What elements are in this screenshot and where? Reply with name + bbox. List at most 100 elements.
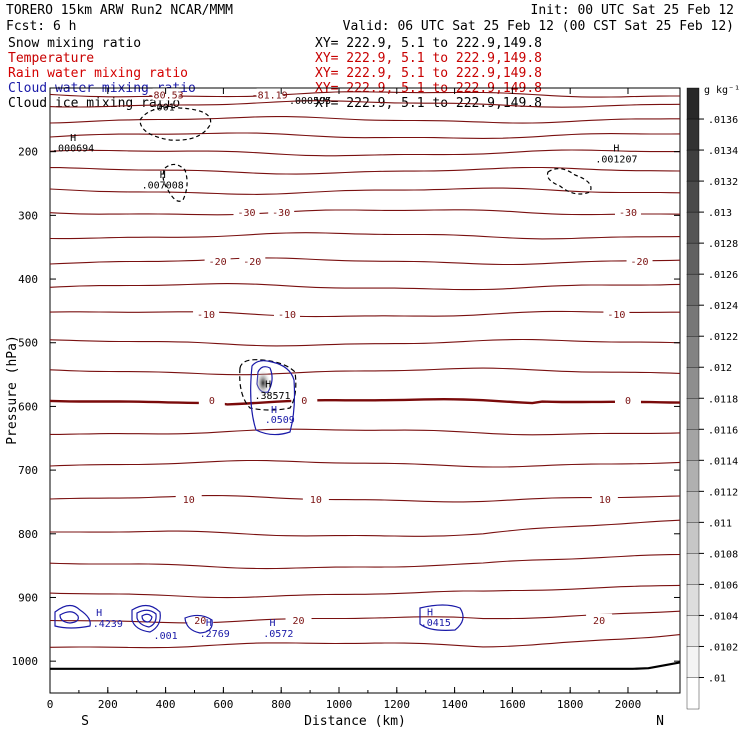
isotherm-label: 10: [599, 495, 611, 506]
legend-label: Rain water mixing ratio: [8, 66, 188, 81]
isotherm-line: [49, 494, 681, 503]
colorbar-tick-label: .0118: [708, 394, 738, 405]
y-tick-label: 300: [18, 209, 38, 222]
y-tick-label: 700: [18, 464, 38, 477]
isotherm-label-bg: [586, 613, 613, 626]
isotherm-label: -20: [631, 257, 649, 268]
isotherm-label: 0: [625, 396, 631, 407]
legend-xy: XY= 222.9, 5.1 to 222.9,149.8: [315, 36, 542, 51]
isotherm-label-bg: [152, 88, 179, 101]
isotherm-line: [49, 310, 680, 318]
y-tick-label: 500: [18, 337, 38, 350]
isotherm-label: -10: [197, 310, 215, 321]
contour-annotation: .2769: [200, 629, 230, 640]
isotherm-label-bg: [302, 492, 329, 505]
colorbar-cell: [686, 429, 700, 462]
contour-annotation: .0509: [265, 415, 295, 426]
isotherm-label-bg: [198, 394, 225, 407]
isotherm-label-bg: [603, 308, 630, 321]
isotherm-label: 20: [593, 616, 605, 627]
colorbar-tick-label: .0122: [708, 332, 738, 343]
plot-frame: [49, 87, 681, 694]
colorbar-cell: [686, 584, 700, 617]
mixing-ratio-contour: [136, 609, 157, 628]
terrain-line: [50, 661, 681, 670]
isotherm-label: -10: [278, 310, 296, 321]
contour-annotation: H: [206, 618, 212, 629]
isotherm-label: 0: [301, 396, 307, 407]
isotherm-label: -30: [237, 208, 255, 219]
south-label: S: [81, 714, 89, 729]
isotherm-label: 10: [183, 495, 195, 506]
colorbar-cell: [686, 646, 700, 679]
isotherm-line: [49, 283, 681, 291]
contour-annotation: .0415: [421, 618, 451, 629]
isotherm-label-bg: [614, 206, 641, 219]
mixing-ratio-contour: [239, 359, 297, 411]
colorbar-tick-label: .0106: [708, 580, 738, 591]
isotherm-label-bg: [204, 255, 231, 268]
isotherm-line: [49, 338, 681, 347]
isotherm-line: [49, 187, 681, 195]
isotherm-label: 20: [194, 616, 206, 627]
y-tick-label: 900: [18, 591, 38, 604]
isotherm-line: [49, 116, 680, 124]
colorbar-tick-label: .0132: [708, 177, 738, 188]
isotherm-line: [50, 519, 681, 537]
x-tick-label: 1400: [441, 698, 468, 711]
mixing-ratio-contour: [184, 614, 213, 634]
colorbar-tick-label: .012: [708, 363, 732, 374]
x-tick-label: 400: [156, 698, 176, 711]
colorbar-cell: [686, 242, 700, 275]
isotherm-label: -81.19: [252, 90, 288, 101]
mixing-ratio-contour: [546, 168, 592, 195]
y-tick-label: 400: [18, 273, 38, 286]
isotherm-label: -10: [607, 310, 625, 321]
isotherm-label-bg: [626, 255, 653, 268]
colorbar-cell: [686, 273, 700, 306]
contour-annotation: H: [96, 608, 102, 619]
contour-annotation: .000595: [289, 96, 331, 107]
contour-annotation: H: [160, 170, 166, 181]
isotherm-line: [49, 257, 681, 266]
isotherm-line: [50, 428, 681, 436]
mixing-ratio-contour: [250, 360, 296, 436]
contour-annotation: H: [613, 144, 619, 155]
colorbar-tick-label: .0136: [708, 115, 738, 126]
colorbar-tick-label: .0128: [708, 239, 738, 250]
mixing-ratio-contour: [419, 604, 464, 631]
colorbar-tick-label: .0124: [708, 301, 738, 312]
x-tick-label: 1600: [499, 698, 526, 711]
colorbar-cell: [686, 87, 700, 120]
colorbar-tick-label: .013: [708, 208, 732, 219]
colorbar-cell: [686, 491, 700, 524]
colorbar-tick-label: .0102: [708, 642, 738, 653]
isotherm-label-bg: [193, 308, 220, 321]
x-tick-label: 1800: [557, 698, 584, 711]
mixing-ratio-contour: [54, 604, 91, 629]
isotherm-label-bg: [591, 492, 618, 505]
mixing-ratio-contours: [54, 106, 592, 634]
contour-annotation: .38571: [254, 391, 290, 402]
colorbar-cell: [686, 398, 700, 430]
contour-annotation: .001: [151, 102, 175, 113]
mixing-ratio-contour: [162, 163, 188, 202]
isotherm-label-bg: [273, 308, 300, 321]
colorbar-cell: [686, 304, 700, 337]
isotherm-label-bg: [239, 255, 266, 268]
isotherm-line: [49, 584, 681, 599]
contour-annotation: .0572: [263, 629, 293, 640]
isotherm-label-bg: [285, 613, 312, 626]
isotherm-line: [50, 166, 681, 175]
colorbar-cell: [686, 522, 700, 555]
isotherm-line: [49, 209, 681, 216]
contour-annotation: H: [70, 133, 76, 144]
y-tick-label: 600: [18, 400, 38, 413]
y-axis-label: Pressure (hPa): [5, 335, 20, 445]
colorbar-unit: g kg⁻¹: [704, 85, 740, 96]
isotherm-label-bg: [291, 394, 318, 407]
contour-annotation: H: [271, 405, 277, 416]
colorbar-cell: [686, 460, 700, 493]
isotherm-line: [49, 100, 681, 108]
x-tick-label: 1000: [326, 698, 353, 711]
